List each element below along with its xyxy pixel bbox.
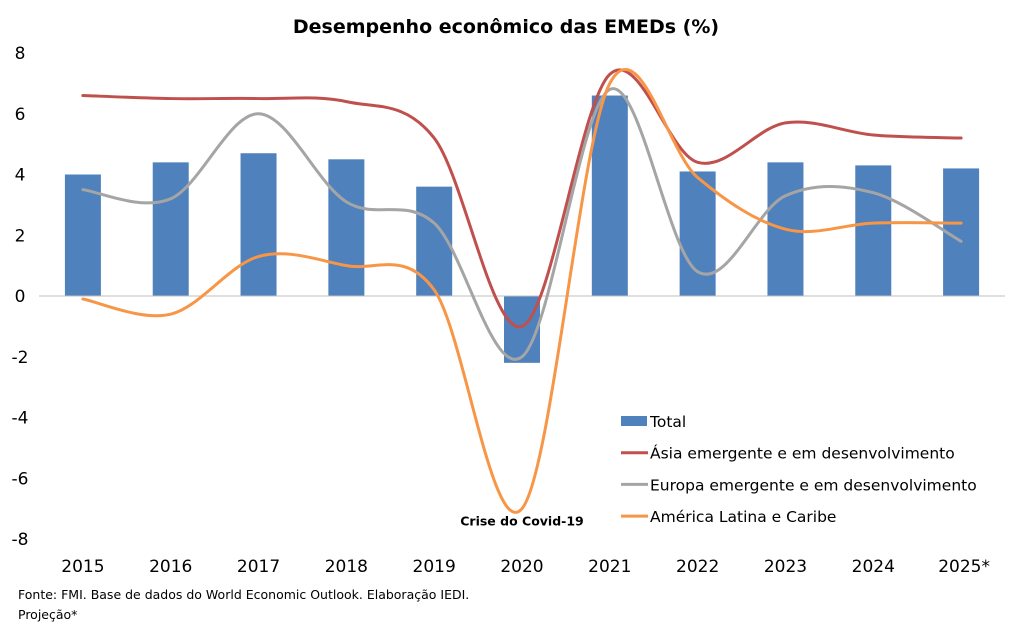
- x-tick-label: 2016: [149, 557, 192, 577]
- line-asia: [81, 68, 963, 328]
- bar-2021: [591, 95, 628, 297]
- bar-2016: [152, 162, 189, 296]
- chart-title: Desempenho econômico das EMEDs (%): [293, 16, 719, 38]
- x-tick-label: 2019: [413, 557, 456, 577]
- y-tick-label: 2: [15, 226, 26, 246]
- legend-label: Total: [649, 413, 686, 431]
- x-tick-label: 2022: [676, 557, 719, 577]
- legend-label: Ásia emergente e em desenvolvimento: [650, 444, 955, 463]
- y-axis: 8 6 4 2 0 -2 -4 -6 -8: [12, 44, 29, 550]
- footer-source: Fonte: FMI. Base de dados do World Econo…: [18, 587, 470, 602]
- line-europa: [81, 87, 963, 361]
- bar-2017: [240, 153, 277, 296]
- bar-2015: [64, 174, 101, 296]
- y-tick-label: 0: [15, 287, 26, 307]
- line-america-latina: [81, 68, 963, 514]
- x-tick-label: 2017: [237, 557, 280, 577]
- footer-note: Projeção*: [18, 607, 78, 622]
- bar-series-total: [64, 95, 980, 363]
- x-tick-label: 2015: [61, 557, 104, 577]
- y-tick-label: 4: [15, 166, 26, 186]
- legend-swatch-bar: [621, 416, 647, 426]
- y-tick-label: -2: [12, 348, 29, 368]
- line-series-group: [81, 68, 963, 514]
- bar-2024: [855, 165, 892, 296]
- x-tick-label: 2023: [764, 557, 807, 577]
- x-tick-label: 2025*: [938, 557, 990, 577]
- bar-2018: [328, 159, 365, 296]
- legend-label: América Latina e Caribe: [650, 508, 836, 526]
- x-tick-label: 2024: [852, 557, 895, 577]
- x-axis: 2015 2016 2017 2018 2019 2020 2021 2022 2023 2024…: [61, 557, 990, 577]
- x-tick-label: 2020: [500, 557, 543, 577]
- y-tick-label: 6: [15, 105, 26, 125]
- y-tick-label: 8: [15, 44, 26, 64]
- x-tick-label: 2018: [325, 557, 368, 577]
- legend-label: Europa emergente e em desenvolvimento: [650, 476, 977, 494]
- y-tick-label: -6: [12, 469, 29, 489]
- bar-2020: [504, 296, 540, 363]
- bar-2022: [679, 171, 716, 296]
- legend: Total Ásia emergente e em desenvolvimento…: [621, 413, 977, 526]
- annotation-covid: Crise do Covid-19: [460, 514, 584, 529]
- y-tick-label: -4: [12, 409, 29, 429]
- x-tick-label: 2021: [588, 557, 631, 577]
- y-tick-label: -8: [12, 530, 29, 550]
